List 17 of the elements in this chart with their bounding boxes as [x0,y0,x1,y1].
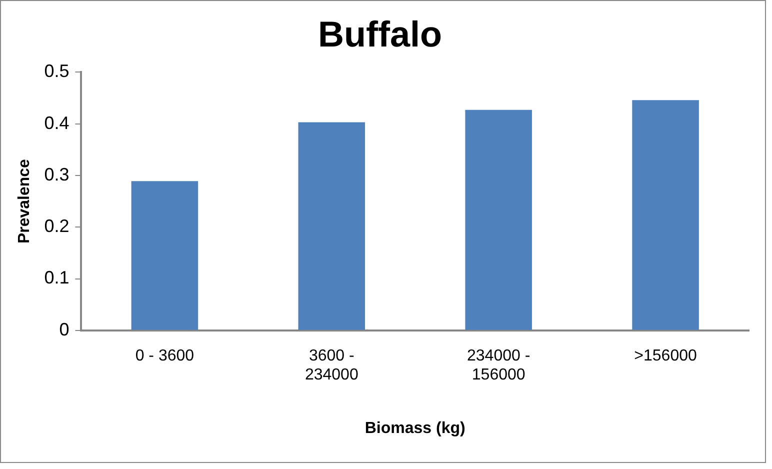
y-axis-title: Prevalence [16,158,34,244]
x-tick-label: >156000 [634,347,697,364]
x-tick-label: 234000 - 156000 [466,347,530,384]
y-tick-label: 0.2 [44,216,70,236]
y-tick-label: 0.3 [44,164,70,184]
y-tick-label: 0.5 [44,61,70,82]
y-tick-label: 0.1 [44,268,70,288]
y-tick-label: 0 [59,319,70,340]
bar [632,100,699,330]
x-tick-label: 0 - 3600 [135,347,194,364]
bar [465,110,532,330]
x-axis-title: Biomass (kg) [364,420,466,437]
y-tick-label: 0.4 [44,112,70,133]
chart-title: Buffalo [318,14,442,55]
bar [131,181,198,330]
x-tick-label: 3600 - 234000 [304,347,358,384]
bar [298,122,366,330]
